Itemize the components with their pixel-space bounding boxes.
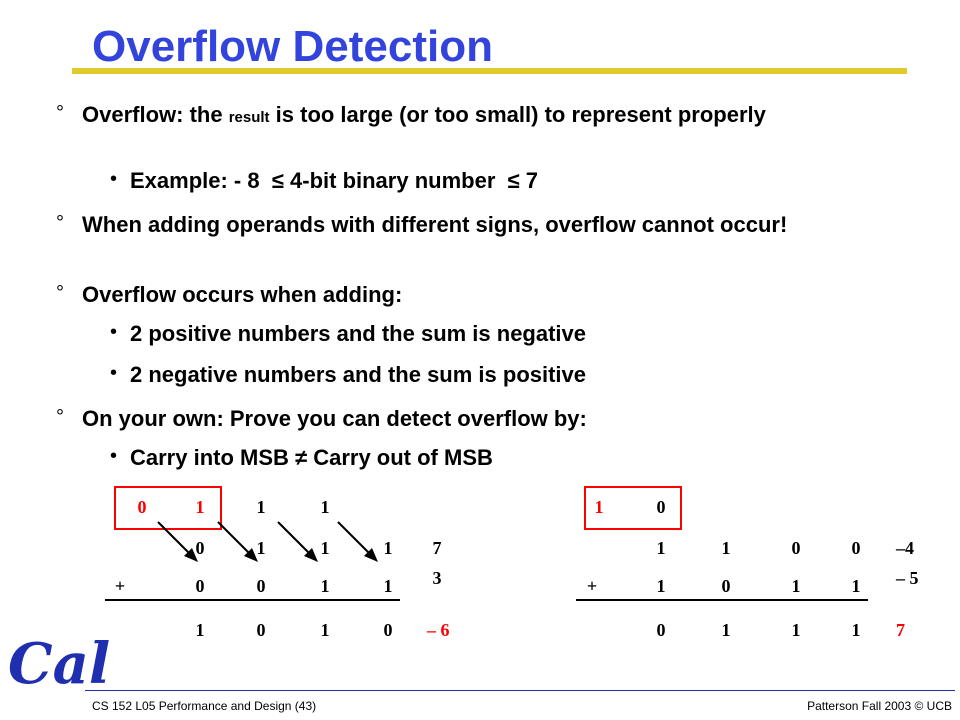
carry-digit: 1 (320, 497, 330, 517)
footer-author: Patterson Fall 2003 © UCB (807, 699, 952, 713)
slide-title: Overflow Detection (92, 22, 493, 71)
bullet-overflow-occurs: Overflow occurs when adding: (82, 282, 403, 307)
bullet-text-pre: Overflow: the (82, 102, 229, 127)
bullet-text-post: is too large (or too small) to represent… (269, 102, 766, 127)
sum-digit: 0 (383, 620, 393, 640)
bullet-marker: ° (56, 282, 64, 304)
sub-bullet-marker: • (110, 321, 118, 343)
operand-decimal: – 5 (896, 568, 919, 588)
sub-bullet-marker: • (110, 445, 118, 467)
sum-digit: 1 (851, 620, 861, 640)
operand-decimal: 7 (432, 538, 442, 558)
sub-bullet-positive: 2 positive numbers and the sum is negati… (130, 321, 587, 346)
operand-digit: 0 (721, 576, 731, 596)
cal-logo: Cal (8, 631, 111, 697)
sum-digit: 0 (656, 620, 666, 640)
bullet-overflow-definition: Overflow: the result is too large (or to… (82, 102, 912, 131)
operand-digit: 1 (320, 538, 330, 558)
sub-bullet-marker: • (110, 362, 118, 384)
operand-digit: 1 (791, 576, 801, 596)
operand-digit: 0 (791, 538, 801, 558)
carry-arrow (277, 521, 313, 557)
arrowhead (364, 548, 378, 562)
sum-rule (105, 599, 400, 601)
sum-rule (576, 599, 868, 601)
sum-digit: 1 (195, 620, 205, 640)
sum-digit: 1 (721, 620, 731, 640)
bullet-marker: ° (56, 102, 64, 124)
bullet-different-signs: When adding operands with different sign… (82, 212, 788, 237)
arrowhead (304, 548, 318, 562)
carry-digit: 1 (256, 497, 266, 517)
carry-digit: 0 (137, 497, 147, 517)
operand-digit: 1 (320, 576, 330, 596)
operand-digit: 1 (383, 576, 393, 596)
arrowhead (184, 548, 198, 562)
bullet-marker: ° (56, 406, 64, 428)
operand-decimal: 3 (432, 568, 442, 588)
operand-digit: 1 (656, 538, 666, 558)
footer-divider (85, 690, 955, 691)
operand-digit: 0 (195, 576, 205, 596)
operand-digit: 1 (656, 576, 666, 596)
footer-course: CS 152 L05 Performance and Design (43) (92, 699, 317, 713)
sum-decimal: 7 (896, 620, 905, 640)
carry-highlight-box (114, 486, 222, 530)
sum-digit: 0 (256, 620, 266, 640)
carry-digit: 0 (656, 497, 666, 517)
operand-decimal: –4 (896, 538, 914, 558)
sub-bullet-marker: • (110, 168, 118, 190)
operand-digit: 0 (256, 576, 266, 596)
carry-arrow (157, 521, 193, 557)
bullet-marker: ° (56, 212, 64, 234)
operand-digit: 1 (383, 538, 393, 558)
sum-digit: 1 (791, 620, 801, 640)
operand-digit: 0 (195, 538, 205, 558)
arrowhead (244, 548, 258, 562)
sum-digit: 1 (320, 620, 330, 640)
bullet-on-your-own: On your own: Prove you can detect overfl… (82, 406, 587, 431)
carry-arrow (337, 521, 373, 557)
sub-bullet-negative: 2 negative numbers and the sum is positi… (130, 362, 587, 387)
title-underline (72, 68, 907, 74)
bullet-text-small: result (228, 109, 270, 126)
sub-bullet-carry: Carry into MSB ≠ Carry out of MSB (130, 445, 493, 470)
operand-digit: 1 (721, 538, 731, 558)
carry-arrow (217, 521, 253, 557)
plus-sign: + (114, 576, 126, 596)
sub-bullet-example: Example: - 8 ≤ 4-bit binary number ≤ 7 (130, 168, 539, 193)
sum-decimal: – 6 (427, 620, 450, 640)
carry-highlight-box (584, 486, 682, 530)
operand-digit: 1 (851, 576, 861, 596)
operand-digit: 1 (256, 538, 266, 558)
operand-digit: 0 (851, 538, 861, 558)
carry-digit: 1 (594, 497, 604, 517)
carry-digit: 1 (195, 497, 205, 517)
plus-sign: + (586, 576, 598, 596)
